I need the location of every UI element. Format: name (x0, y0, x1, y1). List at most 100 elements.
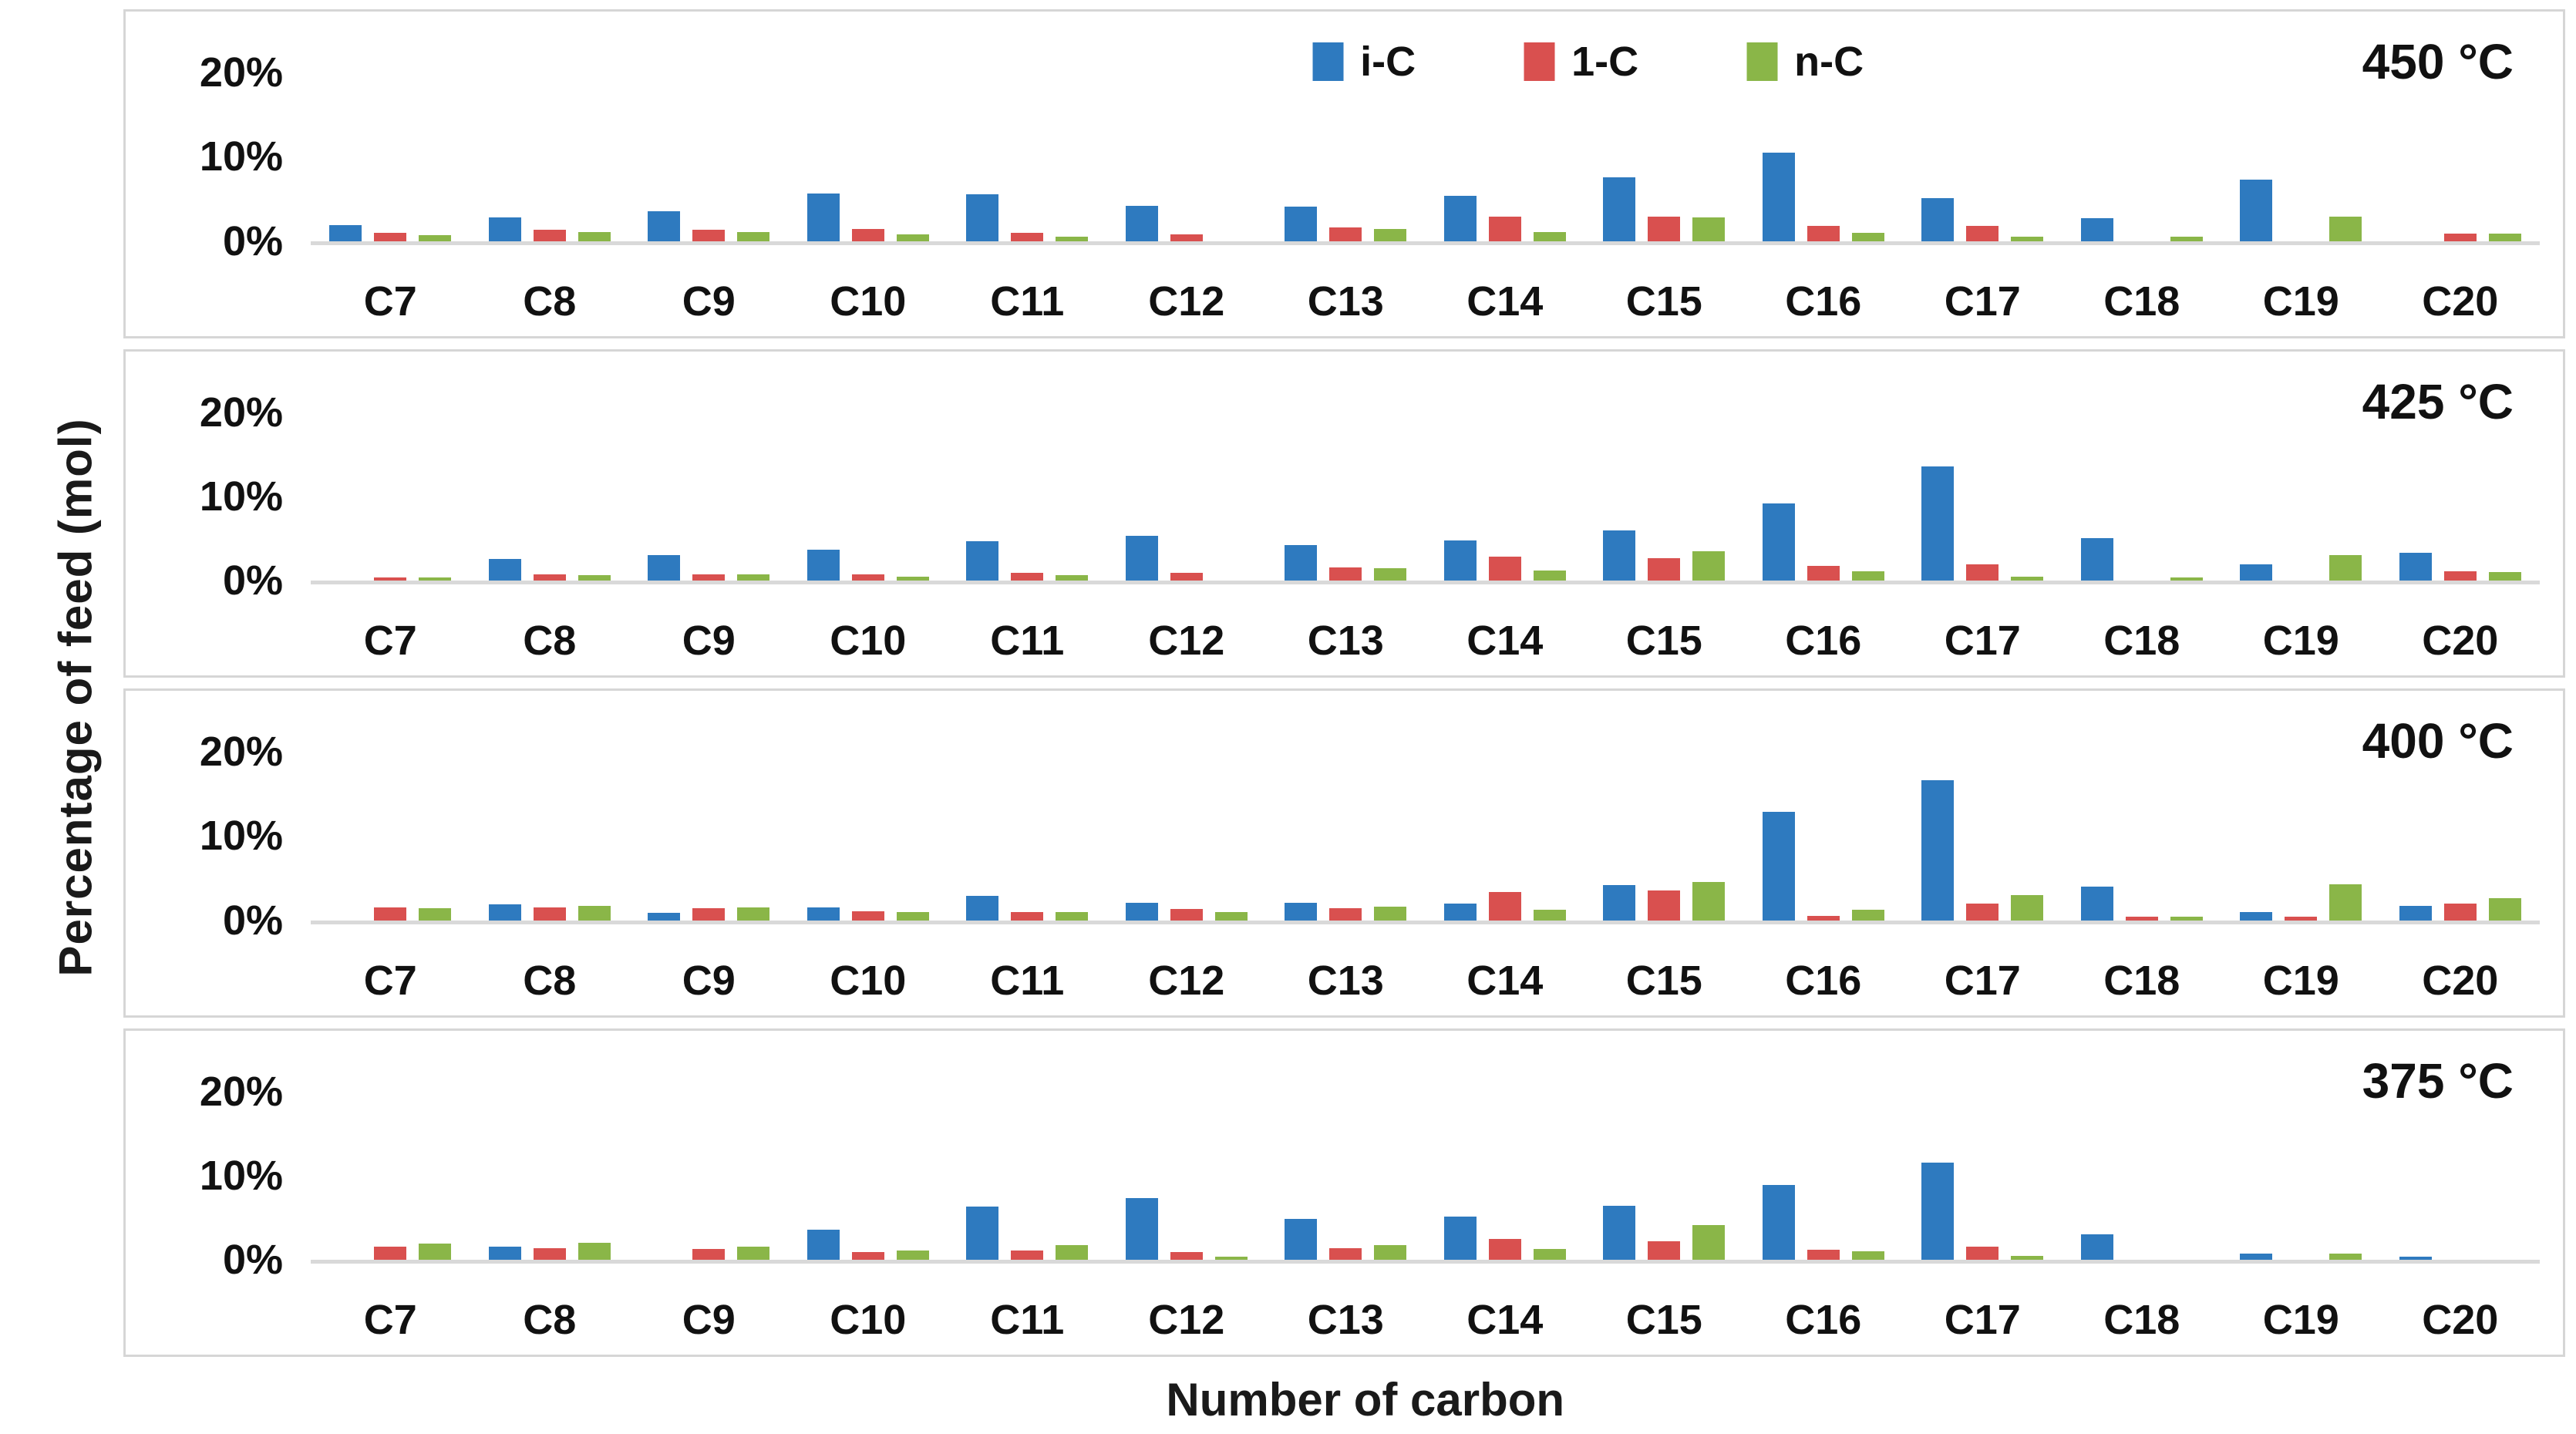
category-label-C15: C15 (1625, 1297, 1702, 1343)
bar-group-C13 (1266, 1045, 1426, 1260)
bar-n-C-C19 (2329, 555, 2362, 581)
bar-n-C-C7 (419, 577, 452, 581)
category-label-C7: C7 (363, 618, 417, 664)
category-axis: C7 C8 C9 C10 C11 C12 C13 C14 C15 C16 C17 C18 C19 C20 (311, 1296, 2540, 1345)
bar-1-C-C16 (1807, 566, 1840, 581)
bar-1-C-C12 (1170, 1252, 1203, 1260)
bar-1-C-C12 (1170, 909, 1203, 921)
bar-group-C17 (1903, 1045, 2062, 1260)
bar-i-C-C13 (1285, 902, 1318, 921)
bar-n-C-C12 (1214, 1256, 1248, 1260)
bar-i-C-C13 (1285, 545, 1318, 581)
bar-group-C8 (470, 705, 630, 921)
bar-n-C-C10 (896, 234, 929, 241)
bar-n-C-C17 (2011, 576, 2044, 581)
category-label-C8: C8 (523, 1297, 577, 1343)
plot-area: 20% 10% 0% (200, 25, 2541, 262)
bar-group-C20 (2381, 25, 2541, 241)
bar-group-C12 (1107, 1045, 1267, 1260)
bar-n-C-C17 (2011, 237, 2044, 241)
x-axis-title: Number of carbon (1166, 1374, 1565, 1426)
category-label-C11: C11 (990, 618, 1065, 664)
bar-i-C-C17 (1921, 780, 1955, 921)
bar-i-C-C11 (966, 540, 999, 581)
bar-group-C8 (470, 25, 630, 241)
bar-group-C19 (2221, 365, 2381, 581)
bar-i-C-C7 (329, 224, 362, 241)
bar-group-C16 (1744, 25, 1904, 241)
chart-panel: 450 °C i-C 1-C n-C 20% 10% 0% C7 C8 C9 C10 C11 C12 C1… (123, 9, 2565, 338)
bar-i-C-C8 (488, 558, 521, 581)
bar-n-C-C15 (1692, 1225, 1726, 1260)
bar-n-C-C18 (2170, 917, 2203, 921)
bar-group-C19 (2221, 25, 2381, 241)
bar-1-C-C13 (1329, 227, 1362, 241)
bar-n-C-C8 (577, 575, 611, 581)
bar-n-C-C16 (1851, 571, 1884, 581)
category-label-C19: C19 (2262, 1297, 2339, 1343)
bar-1-C-C7 (374, 577, 407, 581)
bar-group-C17 (1903, 25, 2062, 241)
bar-group-C13 (1266, 25, 1426, 241)
bar-group-C16 (1744, 705, 1904, 921)
bar-1-C-C17 (1966, 903, 1999, 921)
chart-panel: 400 °C 20% 10% 0% C7 C8 C9 C10 C11 C12 C13 C14 C15 C1… (123, 688, 2565, 1018)
category-label-C20: C20 (2422, 957, 2499, 1004)
category-label-C14: C14 (1466, 1297, 1544, 1343)
bar-n-C-C16 (1851, 232, 1884, 241)
chart-panel: 375 °C 20% 10% 0% C7 C8 C9 C10 C11 C12 C13 C14 C15 C1… (123, 1028, 2565, 1357)
legend: i-C 1-C n-C (1312, 38, 1864, 86)
category-label-C11: C11 (990, 278, 1065, 325)
legend-swatch-icon (1312, 42, 1344, 81)
bar-n-C-C17 (2011, 894, 2044, 921)
bar-i-C-C12 (1125, 536, 1158, 581)
category-label-C9: C9 (682, 618, 736, 664)
legend-label: 1-C (1571, 39, 1639, 85)
plot-area: 20% 10% 0% (200, 705, 2540, 941)
bar-group-C14 (1426, 365, 1585, 581)
bar-n-C-C14 (1533, 1248, 1566, 1260)
bar-group-C14 (1426, 25, 1585, 241)
bar-i-C-C10 (806, 549, 840, 581)
category-label-C16: C16 (1785, 618, 1862, 664)
category-label-C18: C18 (2103, 1297, 2180, 1343)
category-label-C16: C16 (1785, 957, 1862, 1004)
bar-n-C-C7 (419, 1244, 452, 1260)
bar-group-C17 (1903, 365, 2062, 581)
bar-i-C-C13 (1285, 1218, 1318, 1260)
bar-1-C-C7 (374, 907, 407, 921)
bar-i-C-C10 (806, 1229, 840, 1260)
category-label-C17: C17 (1944, 618, 2021, 664)
bar-1-C-C9 (692, 908, 726, 921)
bar-i-C-C10 (806, 907, 840, 921)
bar-group-C10 (789, 25, 948, 241)
bar-group-C13 (1266, 365, 1426, 581)
category-label-C9: C9 (682, 278, 736, 325)
bar-n-C-C12 (1214, 911, 1248, 921)
category-label-C10: C10 (830, 278, 907, 325)
legend-item: 1-C (1524, 38, 1638, 86)
category-label-C8: C8 (523, 278, 577, 325)
category-label-C7: C7 (363, 278, 417, 325)
category-label-C8: C8 (523, 957, 577, 1004)
bar-n-C-C13 (1374, 907, 1407, 921)
bar-i-C-C16 (1762, 1184, 1795, 1260)
bar-i-C-C15 (1603, 177, 1636, 241)
category-axis: C7 C8 C9 C10 C11 C12 C13 C14 C15 C16 C17 C18 C19 C20 (311, 278, 2540, 327)
bar-group-C7 (311, 25, 470, 241)
bar-1-C-C20 (2443, 233, 2477, 241)
bar-i-C-C20 (2399, 552, 2432, 581)
bar-n-C-C14 (1533, 910, 1566, 921)
bar-n-C-C13 (1374, 229, 1407, 241)
category-label-C12: C12 (1148, 278, 1225, 325)
category-axis: C7 C8 C9 C10 C11 C12 C13 C14 C15 C16 C17 C18 C19 C20 (311, 957, 2540, 1006)
bar-group-C17 (1903, 705, 2062, 921)
bar-group-C18 (2062, 1045, 2222, 1260)
bar-n-C-C15 (1692, 882, 1726, 921)
bar-1-C-C12 (1170, 573, 1203, 581)
bar-i-C-C9 (648, 912, 681, 921)
bar-n-C-C9 (737, 574, 770, 581)
category-label-C17: C17 (1944, 1297, 2021, 1343)
bar-i-C-C15 (1603, 530, 1636, 581)
